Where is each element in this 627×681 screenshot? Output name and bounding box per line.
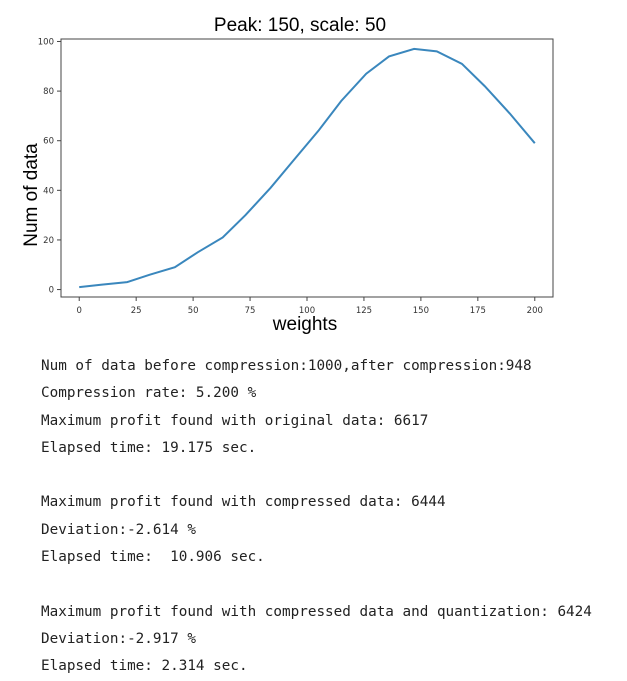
chart-title: Peak: 150, scale: 50 [213,15,387,36]
output-line: Maximum profit found with compressed dat… [41,494,446,511]
output-line: Elapsed time: 2.314 sec. [41,658,248,675]
y-tick-label: 40 [43,186,54,196]
line-chart: 0 25 50 75 100 125 150 175 200 0 20 40 60 80 100 [38,37,554,316]
output-line: Elapsed time: 10.906 sec. [41,549,265,566]
output-block-quantized: Maximum profit found with compressed dat… [41,599,627,681]
x-tick-label: 100 [299,306,315,316]
y-axis-ticks: 0 20 40 60 80 100 [38,37,61,296]
output-line: Maximum profit found with compressed dat… [41,603,592,620]
data-series-line [79,47,536,289]
output-line: Elapsed time: 19.175 sec. [41,439,257,456]
output-line: Deviation:-2.917 % [41,630,196,647]
y-tick-label: 60 [43,137,54,147]
x-tick-label: 50 [188,306,199,316]
plot-area-frame [60,38,554,298]
x-tick-label: 150 [413,306,429,316]
output-line: Maximum profit found with original data:… [41,412,429,429]
y-tick-label: 100 [38,37,54,47]
console-output: Num of data before compression:1000,afte… [41,353,627,681]
output-block-original: Num of data before compression:1000,afte… [41,353,627,462]
output-block-compressed: Maximum profit found with compressed dat… [41,489,627,571]
x-tick-label: 75 [245,306,256,316]
x-tick-label: 25 [131,306,142,316]
y-tick-label: 80 [43,87,54,97]
x-tick-label: 125 [356,306,372,316]
x-tick-label: 0 [77,306,82,316]
output-line: Compression rate: 5.200 % [41,385,257,402]
y-tick-label: 20 [43,236,54,246]
y-axis-label: Num of data [21,143,42,247]
x-tick-label: 200 [527,306,543,316]
x-axis-label: weights [272,314,338,335]
output-line: Num of data before compression:1000,afte… [41,358,532,374]
x-axis-ticks: 0 25 50 75 100 125 150 175 200 [77,297,543,316]
y-tick-label: 0 [49,286,54,296]
output-line: Deviation:-2.614 % [41,521,196,538]
x-tick-label: 175 [470,306,486,316]
